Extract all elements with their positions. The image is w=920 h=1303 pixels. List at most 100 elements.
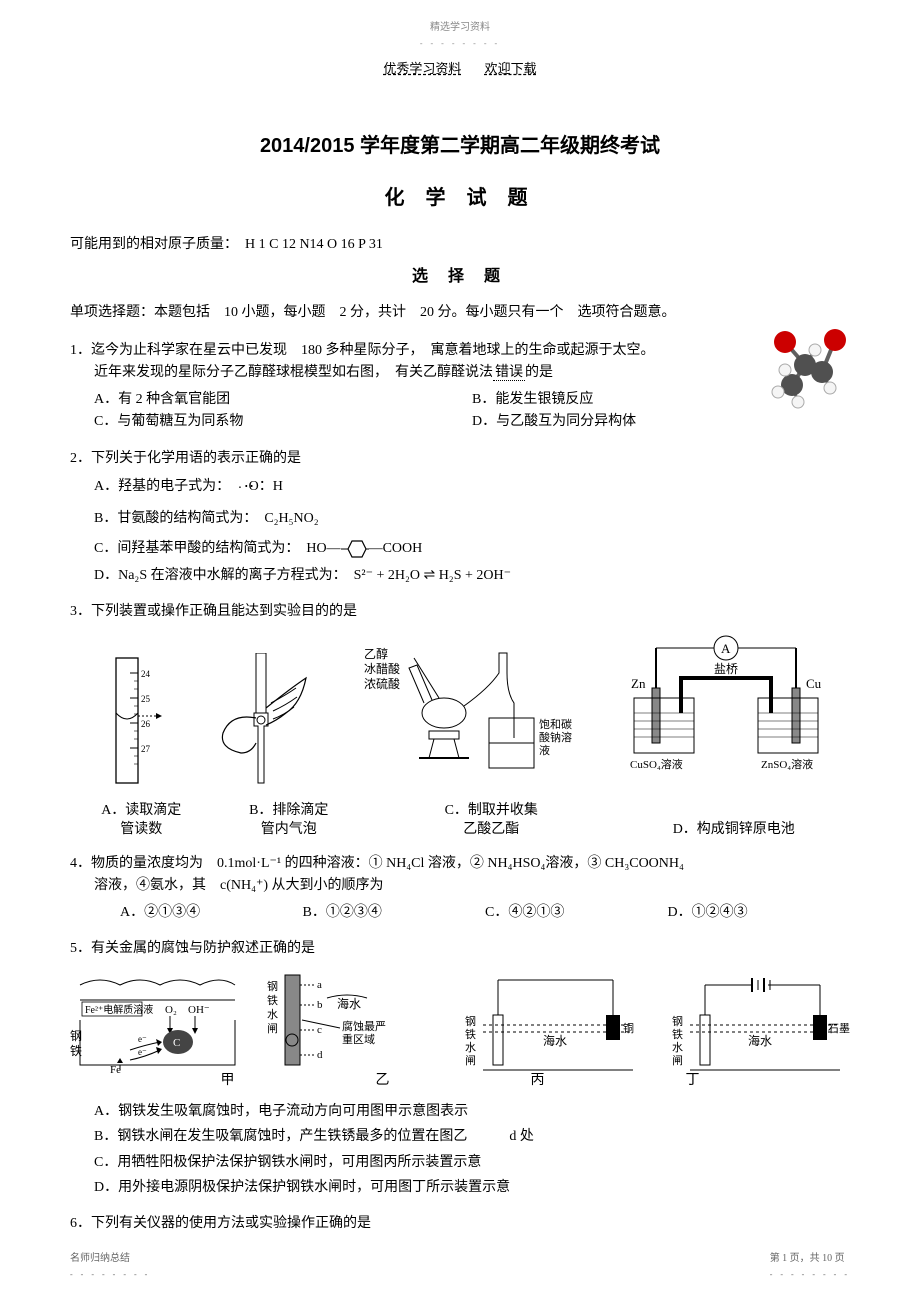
q4-stem1: 4．物质的量浓度均为 0.1mol·L⁻¹ 的四种溶液：① NH₄Cl 溶液，②…	[70, 853, 850, 875]
svg-text:铁: 铁	[70, 1044, 82, 1058]
q5-fig-yi: 钢 铁 水 闸 a b c d 海水 腐蚀最严 重区域	[267, 970, 437, 1080]
atomic-mass-info: 可能用到的相对原子质量： H 1 C 12 N14 O 16 P 31	[70, 234, 850, 256]
q2-stem: 2．下列关于化学用语的表示正确的是	[70, 448, 850, 470]
svg-text:钢: 钢	[70, 1029, 82, 1043]
q3-fig-c: 乙醇 冰醋酸 浓硫酸 饱和碳 酸钠溶 液	[359, 643, 579, 793]
benzene-icon	[341, 537, 369, 561]
svg-text:26: 26	[141, 719, 151, 729]
svg-text:闸: 闸	[267, 1022, 278, 1035]
svg-text:Fe²⁺电解质溶液: Fe²⁺电解质溶液	[85, 1003, 153, 1016]
svg-text:e⁻: e⁻	[138, 1047, 147, 1057]
section-instruction: 单项选择题：本题包括 10 小题，每小题 2 分，共计 20 分。每小题只有一个…	[70, 302, 850, 324]
question-2: 2．下列关于化学用语的表示正确的是 A．羟基的电子式为： ‥ · O：H B．甘…	[70, 448, 850, 588]
section-title: 选 择 题	[70, 264, 850, 290]
q1-error-word: 错误	[493, 365, 525, 381]
q3-label-d: D．构成铜锌原电池	[644, 821, 824, 839]
q6-stem: 6．下列有关仪器的使用方法或实验操作正确的是	[70, 1213, 850, 1235]
svg-text:e⁻: e⁻	[138, 1034, 147, 1044]
q5-figures: Fe²⁺电解质溶液 O₂ OH⁻ 钢 铁 C Fe e⁻ e⁻ 钢 铁 水 闸 …	[70, 970, 850, 1080]
svg-text:钢: 钢	[672, 1015, 683, 1028]
svg-text:CuSO₄溶液: CuSO₄溶液	[630, 757, 683, 771]
q1-line2: 近年来发现的星际分子乙醇醛球棍模型如右图， 有关乙醇醛说法错误的是	[94, 362, 850, 384]
svg-text:a: a	[317, 979, 322, 991]
q4-opt-b: B．①②③④	[303, 902, 486, 924]
q5-opt-b: B．钢铁水闸在发生吸氧腐蚀时，产生铁锈最多的位置在图乙 d 处	[94, 1126, 850, 1148]
svg-text:饱和碳: 饱和碳	[539, 717, 572, 731]
svg-text:盐桥: 盐桥	[714, 662, 738, 676]
header-subtitle: 优秀学习资料 欢迎下载	[70, 59, 850, 80]
q3-label-c: C．制取并收集乙酸乙酯	[391, 802, 591, 838]
svg-text:重区域: 重区域	[342, 1032, 375, 1046]
svg-text:石墨: 石墨	[828, 1022, 850, 1035]
svg-text:铁: 铁	[465, 1028, 476, 1041]
svg-text:ZnSO₄溶液: ZnSO₄溶液	[761, 757, 813, 771]
svg-text:Fe: Fe	[110, 1064, 121, 1076]
question-4: 4．物质的量浓度均为 0.1mol·L⁻¹ 的四种溶液：① NH₄Cl 溶液，②…	[70, 853, 850, 924]
q3-figures: 24 25 26 27	[70, 633, 850, 793]
svg-text:闸: 闸	[672, 1054, 683, 1067]
q3-fig-a: 24 25 26 27	[94, 653, 164, 793]
q5-label-ding: 丁	[686, 1070, 700, 1092]
footer-left: 名师归纳总结 - - - - - - - -	[70, 1251, 150, 1283]
svg-text:水: 水	[267, 1008, 278, 1021]
svg-text:酸钠溶: 酸钠溶	[539, 730, 572, 744]
svg-text:Zn: Zn	[631, 676, 646, 691]
instruction-text: 单项选择题：本题包括 10 小题，每小题 2 分，共计 20 分。每小题只有一个…	[70, 305, 676, 320]
header-subtitle-left: 优秀学习资料	[383, 61, 461, 76]
svg-text:钢: 钢	[267, 980, 278, 993]
q5-opt-a: A．钢铁发生吸氧腐蚀时，电子流动方向可用图甲示意图表示	[94, 1101, 850, 1123]
subject-title: 化 学 试 题	[70, 182, 850, 214]
svg-text:海水: 海水	[543, 1033, 567, 1048]
question-3: 3．下列装置或操作正确且能达到实验目的的是 24 25 26 27	[70, 601, 850, 839]
q5-label-bing: 丙	[531, 1070, 545, 1092]
footer-right: 第 1 页，共 10 页 - - - - - - - -	[770, 1251, 850, 1283]
q3-label-a: A．读取滴定管读数	[96, 802, 186, 838]
q3-fig-d: A Zn Cu 盐桥 CuSO₄溶液	[626, 633, 826, 793]
q5-fig-jia: Fe²⁺电解质溶液 O₂ OH⁻ 钢 铁 C Fe e⁻ e⁻	[70, 970, 240, 1080]
q4-stem2: 溶液，④氨水，其 c(NH₄⁺) 从大到小的顺序为	[94, 875, 850, 897]
q5-opt-d: D．用外接电源阴极保护法保护钢铁水闸时，可用图丁所示装置示意	[94, 1177, 850, 1199]
q1-opt-c: C．与葡萄糖互为同系物	[94, 411, 472, 433]
svg-text:24: 24	[141, 669, 151, 679]
header-dots: - - - - - - - -	[70, 38, 850, 51]
q4-opt-d: D．①②④③	[668, 902, 851, 924]
q5-opt-c: C．用牺牲阳极保护法保护钢铁水闸时，可用图丙所示装置示意	[94, 1152, 850, 1174]
q2-opt-b: B．甘氨酸的结构简式为： C₂H₅NO₂	[94, 508, 850, 530]
svg-text:C: C	[173, 1037, 180, 1049]
header-subtitle-right: 欢迎下载	[485, 61, 537, 76]
q1-opt-a: A．有 2 种含氧官能团	[94, 389, 472, 411]
electron-formula: ‥ · O：H	[241, 479, 283, 494]
svg-text:27: 27	[141, 744, 151, 754]
q4-opt-a: A．②①③④	[120, 902, 303, 924]
main-title: 2014/2015 学年度第二学期高二年级期终考试	[70, 130, 850, 162]
svg-text:铁: 铁	[672, 1028, 683, 1041]
header-meta: 精选学习资料	[70, 20, 850, 36]
svg-text:冰醋酸: 冰醋酸	[364, 661, 400, 676]
q5-fig-ding: 钢 铁 水 闸 海水 石墨	[670, 970, 850, 1080]
svg-text:O₂: O₂	[165, 1004, 177, 1016]
q2-opt-a: A．羟基的电子式为： ‥ · O：H	[94, 476, 850, 498]
q1-line1: 1．迄今为止科学家在星云中已发现 180 多种星际分子， 寓意着地球上的生命或起…	[70, 340, 850, 362]
svg-text:铁: 铁	[267, 994, 278, 1007]
svg-text:b: b	[317, 999, 323, 1011]
q5-label-yi: 乙	[376, 1070, 390, 1092]
q5-label-jia: 甲	[221, 1070, 235, 1092]
q2-opt-c: C．间羟基苯甲酸的结构简式为： HO——COOH	[94, 537, 850, 561]
question-1: 1．迄今为止科学家在星云中已发现 180 多种星际分子， 寓意着地球上的生命或起…	[70, 340, 850, 434]
svg-text:水: 水	[465, 1041, 476, 1054]
svg-text:25: 25	[141, 694, 151, 704]
svg-text:海水: 海水	[337, 996, 361, 1011]
svg-text:c: c	[317, 1024, 322, 1036]
svg-text:A: A	[721, 641, 731, 656]
svg-text:海水: 海水	[748, 1033, 772, 1048]
q3-fig-b	[211, 653, 311, 793]
q5-fig-bing: 钢 铁 水 闸 海水 铜	[463, 970, 643, 1080]
molecule-figure	[760, 320, 850, 420]
q3-label-b: B．排除滴定管内气泡	[239, 802, 339, 838]
svg-text:水: 水	[672, 1041, 683, 1054]
svg-text:铜: 铜	[623, 1021, 634, 1035]
svg-text:腐蚀最严: 腐蚀最严	[342, 1019, 386, 1033]
q3-stem: 3．下列装置或操作正确且能达到实验目的的是	[70, 601, 850, 623]
svg-text:OH⁻: OH⁻	[188, 1004, 210, 1016]
svg-text:浓硫酸: 浓硫酸	[364, 676, 400, 691]
